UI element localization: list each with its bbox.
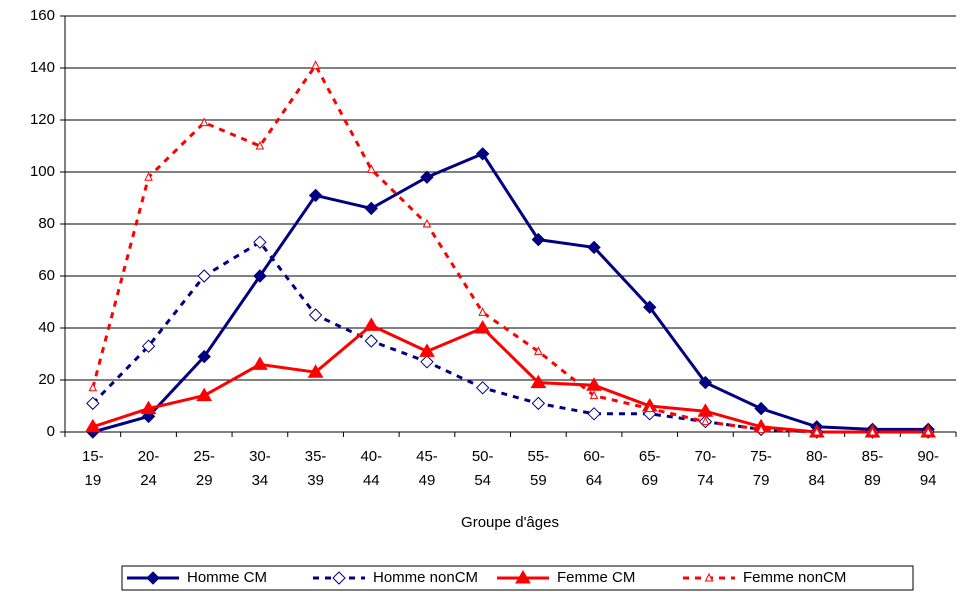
- x-tick-label: 45-49: [416, 448, 438, 489]
- series-line: [91, 62, 929, 434]
- y-tick-label: 160: [30, 7, 55, 24]
- marker: [253, 269, 267, 283]
- marker: [478, 307, 487, 316]
- marker: [474, 320, 491, 334]
- x-tick-label: 80-84: [806, 448, 828, 489]
- marker: [307, 364, 324, 378]
- marker: [144, 172, 153, 181]
- marker: [197, 269, 211, 283]
- marker: [196, 387, 213, 402]
- marker: [475, 381, 490, 395]
- y-tick-label: 40: [38, 319, 55, 336]
- marker: [643, 300, 657, 314]
- x-axis-label: Groupe d'âges: [461, 514, 559, 531]
- x-tick-label: 70-74: [695, 448, 717, 489]
- y-tick-label: 20: [38, 371, 55, 388]
- marker: [363, 317, 380, 331]
- x-tick-label: 55-59: [528, 448, 550, 489]
- marker: [253, 235, 267, 249]
- marker: [311, 60, 320, 69]
- marker: [587, 407, 601, 421]
- marker: [587, 240, 601, 255]
- marker: [515, 570, 531, 584]
- legend-label: Femme CM: [557, 569, 635, 586]
- legend-label: Homme nonCM: [373, 569, 478, 586]
- marker: [420, 170, 434, 184]
- marker: [534, 346, 543, 355]
- legend-label: Homme CM: [187, 569, 267, 586]
- marker: [531, 396, 546, 411]
- y-tick-label: 120: [30, 111, 55, 128]
- x-tick-label: 40-44: [360, 448, 382, 489]
- marker: [140, 400, 157, 415]
- marker: [332, 571, 346, 585]
- x-tick-label: 15-19: [82, 448, 104, 489]
- marker: [701, 416, 710, 426]
- y-tick-label: 60: [38, 267, 55, 284]
- x-tick-label: 50-54: [472, 448, 494, 489]
- marker: [589, 390, 599, 400]
- x-tick-label: 35-39: [305, 448, 327, 489]
- marker: [364, 201, 378, 216]
- x-tick-label: 85-89: [862, 448, 884, 489]
- marker: [364, 334, 378, 348]
- marker: [420, 355, 434, 369]
- x-tick-label: 60-64: [583, 448, 605, 489]
- marker: [252, 356, 268, 370]
- marker: [308, 308, 323, 322]
- x-tick-label: 90-94: [917, 448, 939, 489]
- y-tick-label: 0: [47, 423, 55, 440]
- x-tick-label: 25-29: [193, 448, 215, 489]
- y-tick-label: 140: [30, 59, 55, 76]
- marker: [199, 117, 209, 127]
- marker: [475, 147, 490, 161]
- x-tick-label: 30-34: [249, 448, 271, 489]
- marker: [141, 339, 156, 353]
- marker: [366, 164, 376, 173]
- series-line: [92, 151, 929, 434]
- marker: [868, 426, 877, 436]
- marker: [422, 218, 432, 228]
- marker: [84, 418, 101, 433]
- marker: [812, 426, 822, 436]
- marker: [419, 343, 435, 357]
- x-tick-label: 20-24: [138, 448, 160, 489]
- x-tick-label: 65-69: [639, 448, 661, 489]
- x-tick-label: 75-79: [750, 448, 772, 489]
- marker: [86, 396, 100, 411]
- marker: [645, 403, 655, 413]
- marker: [698, 375, 713, 390]
- marker: [754, 401, 768, 416]
- marker: [531, 232, 546, 247]
- series-line: [92, 323, 929, 434]
- y-tick-label: 80: [38, 215, 55, 232]
- marker: [308, 188, 323, 203]
- marker: [88, 382, 98, 392]
- marker: [197, 349, 211, 364]
- marker: [756, 424, 766, 433]
- y-tick-label: 100: [30, 163, 55, 180]
- marker: [255, 140, 265, 150]
- marker: [586, 377, 602, 391]
- marker: [704, 572, 714, 582]
- marker: [530, 374, 547, 389]
- marker: [923, 426, 933, 436]
- legend-label: Femme nonCM: [743, 569, 846, 586]
- marker: [146, 571, 160, 585]
- marker: [697, 403, 714, 417]
